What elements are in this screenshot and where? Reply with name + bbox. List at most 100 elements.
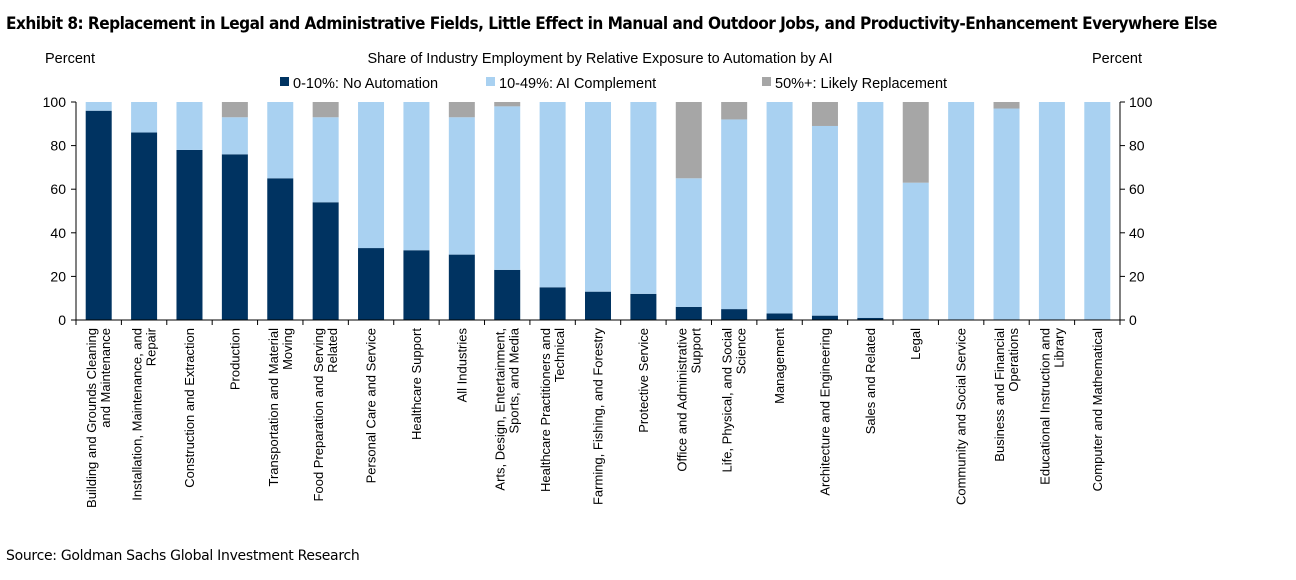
category-label-4-line-0: Transportation and Material [266,328,281,487]
category-label-5-line-0: Food Preparation and Serving [311,328,326,501]
bar-5-series-1 [312,117,339,203]
category-label-0-line-0: Building and Grounds Cleaning [84,328,99,508]
bar-13-series-2 [675,102,702,179]
category-label-7-line-0: Healthcare Support [409,328,424,440]
category-label-11-line-0: Farming, Fishing, and Forestry [591,328,606,506]
category-label-13-line-0: Office and Administrative [674,328,689,472]
bar-14-series-2 [721,102,748,120]
category-label-15: Management [772,328,787,404]
category-label-11: Farming, Fishing, and Forestry [591,328,606,506]
category-label-12-line-0: Protective Service [636,328,651,433]
y-tick-label-right-2: 40 [1129,225,1145,241]
category-label-1: Installation, Maintenance, andRepair [130,327,159,500]
category-label-0: Building and Grounds Cleaningand Mainten… [84,328,113,508]
bar-8-series-2 [448,102,475,118]
bar-20-series-2 [993,102,1020,109]
source-note: Source: Goldman Sachs Global Investment … [6,548,360,564]
category-label-13-line-1: Support [688,328,703,374]
bar-19-series-1 [948,102,975,320]
stacked-bar-chart: Share of Industry Employment by Relative… [43,51,1153,508]
category-label-20: Business and FinancialOperations [992,328,1021,462]
bar-16-series-0 [811,315,838,320]
bar-7-series-1 [403,102,430,251]
bar-4-series-1 [267,102,294,179]
category-label-20-line-1: Operations [1006,328,1021,392]
category-label-9: Arts, Design, Entertainment,Sports, and … [493,327,522,490]
category-label-19: Community and Social Service [954,328,969,505]
category-label-6-line-0: Personal Care and Service [364,328,379,483]
category-label-4: Transportation and MaterialMoving [266,328,295,487]
legend-label-0: 0-10%: No Automation [293,76,438,92]
bar-8-series-1 [448,117,475,255]
y-tick-label-right-1: 20 [1129,268,1145,284]
category-label-14-line-1: Science [734,328,749,374]
category-label-5-line-1: Related [325,328,340,373]
bar-14-series-0 [721,309,748,320]
legend-swatch-2 [762,77,771,86]
bar-2-series-1 [176,102,203,150]
bar-16-series-1 [811,125,838,316]
category-label-18: Legal [908,328,923,360]
category-label-21: Educational Instruction andLibrary [1037,328,1066,485]
y-tick-label-left-4: 80 [50,138,66,154]
bar-18-series-2 [902,102,929,183]
bar-4-series-0 [267,178,294,320]
category-label-10-line-0: Healthcare Practitioners and [538,328,553,492]
category-label-21-line-1: Library [1051,328,1066,368]
category-label-6: Personal Care and Service [364,328,379,483]
bar-1-series-1 [131,102,158,133]
bar-3-series-1 [221,117,248,155]
category-label-16-line-0: Architecture and Engineering [817,328,832,496]
category-label-5: Food Preparation and ServingRelated [311,328,340,501]
category-label-8: All Industries [454,328,469,403]
y-tick-label-left-2: 40 [50,225,66,241]
category-label-17: Sales and Related [863,328,878,434]
category-labels: Building and Grounds Cleaningand Mainten… [84,327,1105,508]
bar-0-series-1 [85,102,112,111]
legend-swatch-0 [280,77,289,86]
bar-6-series-1 [358,102,385,249]
bar-10-series-0 [539,287,566,320]
bar-21-series-1 [1038,102,1065,320]
category-label-2: Construction and Extraction [182,328,197,488]
bar-8-series-0 [448,254,475,320]
exhibit-title: Exhibit 8: Replacement in Legal and Admi… [6,14,1217,34]
category-label-18-line-0: Legal [908,328,923,360]
bar-20-series-1 [993,108,1020,320]
y-tick-label-left-3: 60 [50,181,66,197]
category-label-8-line-0: All Industries [454,328,469,403]
category-label-2-line-0: Construction and Extraction [182,328,197,488]
bar-11-series-0 [585,291,611,320]
bar-12-series-0 [630,293,657,320]
bar-2-series-0 [176,149,203,320]
bar-15-series-0 [766,313,793,320]
category-label-22-line-0: Computer and Mathematical [1090,328,1105,491]
bar-15-series-1 [766,102,793,314]
y-tick-label-right-0: 0 [1129,312,1137,328]
category-label-10-line-1: Technical [552,328,567,382]
bar-11-series-1 [585,102,611,292]
bar-7-series-0 [403,250,430,320]
bar-9-series-2 [494,102,521,107]
bar-13-series-0 [675,306,702,320]
legend-swatch-1 [486,77,495,86]
legend: 0-10%: No Automation 10-49%: AI Complemen… [280,76,947,92]
bar-1-series-0 [131,132,158,320]
category-label-14: Life, Physical, and SocialScience [720,328,749,473]
bar-17-series-0 [857,317,884,320]
category-label-22: Computer and Mathematical [1090,328,1105,491]
bars-group [85,102,1111,320]
category-label-14-line-0: Life, Physical, and Social [720,328,735,473]
bar-9-series-0 [494,269,521,320]
bar-10-series-1 [539,102,566,288]
category-label-20-line-0: Business and Financial [992,328,1007,462]
bar-9-series-1 [494,106,521,270]
bar-3-series-0 [221,154,248,320]
y-tick-label-left-5: 100 [43,94,67,110]
category-label-12: Protective Service [636,328,651,433]
bar-12-series-1 [630,102,657,294]
category-label-16: Architecture and Engineering [817,328,832,496]
bar-17-series-1 [857,102,884,318]
y-tick-label-left-1: 20 [50,268,66,284]
chart-title: Share of Industry Employment by Relative… [367,51,832,67]
